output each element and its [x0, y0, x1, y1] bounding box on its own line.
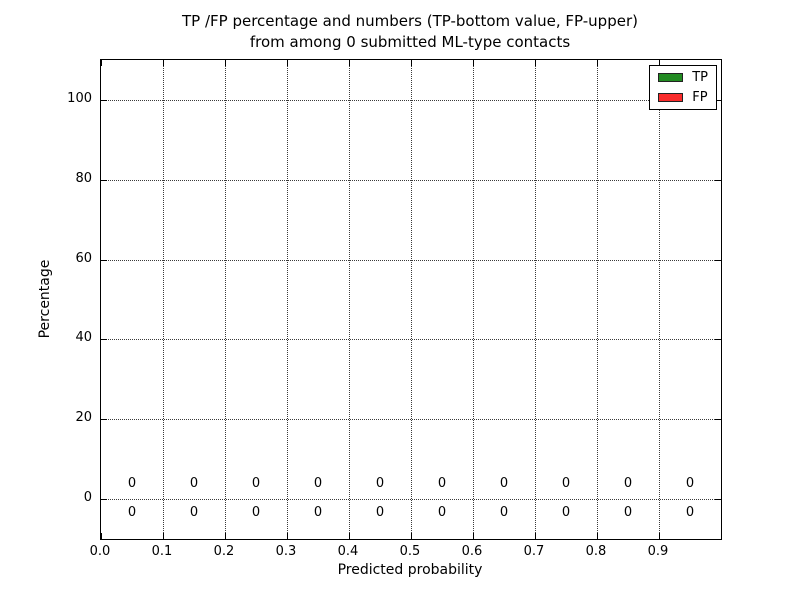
- fp-count-label: 0: [499, 475, 509, 491]
- vertical-gridline: [659, 60, 660, 539]
- x-tick-mark: [101, 533, 102, 539]
- fp-count-label: 0: [375, 475, 385, 491]
- x-tick-mark: [287, 60, 288, 66]
- x-tick-label: 0.6: [461, 544, 483, 559]
- x-tick-mark: [597, 533, 598, 539]
- x-tick-mark: [411, 533, 412, 539]
- x-tick-mark: [535, 533, 536, 539]
- tp-count-label: 0: [437, 505, 447, 521]
- x-tick-mark: [411, 60, 412, 66]
- y-tick-mark: [715, 99, 721, 101]
- tp-count-label: 0: [375, 505, 385, 521]
- fp-count-label: 0: [623, 475, 633, 491]
- y-tick-label: 100: [67, 90, 92, 106]
- y-tick-mark: [715, 259, 721, 261]
- x-tick-label: 0.2: [213, 544, 235, 559]
- y-tick-label: 0: [83, 490, 92, 506]
- x-axis-label: Predicted probability: [337, 562, 483, 578]
- vertical-gridline: [163, 60, 164, 539]
- fp-count-label: 0: [127, 475, 137, 491]
- tp-count-label: 0: [499, 505, 509, 521]
- plot-area: TP FP 0 0 0 0 0 0 0 0 0 0 0 0 0 0 0 0 0 0 0 0: [100, 59, 722, 540]
- y-tick-label: 60: [75, 250, 92, 266]
- fp-legend-label: FP: [692, 90, 708, 105]
- x-tick-mark: [349, 60, 350, 66]
- tp-legend-label: TP: [692, 70, 708, 85]
- y-tick-mark: [715, 179, 721, 181]
- vertical-gridline: [287, 60, 288, 539]
- x-tick-mark: [535, 60, 536, 66]
- vertical-gridline: [225, 60, 226, 539]
- x-tick-label: 0.1: [151, 544, 173, 559]
- fp-count-label: 0: [437, 475, 447, 491]
- fp-count-label: 0: [313, 475, 323, 491]
- y-tick-label: 20: [75, 410, 92, 426]
- y-tick-label: 80: [75, 170, 92, 186]
- vertical-gridline: [473, 60, 474, 539]
- x-tick-label: 0.8: [585, 544, 607, 559]
- chart-title-line1: TP /FP percentage and numbers (TP-bottom…: [182, 12, 638, 30]
- x-tick-mark: [597, 60, 598, 66]
- x-tick-mark: [225, 533, 226, 539]
- x-tick-mark: [349, 533, 350, 539]
- fp-count-label: 0: [251, 475, 261, 491]
- y-tick-mark: [715, 339, 721, 341]
- tp-count-label: 0: [127, 505, 137, 521]
- x-tick-label: 0.4: [337, 544, 359, 559]
- legend: TP FP: [649, 65, 717, 110]
- x-tick-label: 0.0: [89, 544, 111, 559]
- y-tick-mark: [101, 259, 107, 261]
- x-tick-mark: [473, 533, 474, 539]
- vertical-gridline: [411, 60, 412, 539]
- x-tick-mark: [659, 533, 660, 539]
- chart-title-line2: from among 0 submitted ML-type contacts: [249, 33, 571, 51]
- y-tick-mark: [101, 419, 107, 421]
- y-tick-label: 40: [75, 330, 92, 346]
- x-tick-mark: [287, 533, 288, 539]
- x-tick-mark: [101, 60, 102, 66]
- y-axis-label: Percentage: [37, 259, 53, 339]
- tp-count-label: 0: [561, 505, 571, 521]
- x-tick-mark: [473, 60, 474, 66]
- fp-count-label: 0: [189, 475, 199, 491]
- y-tick-mark: [101, 179, 107, 181]
- x-tick-label: 0.7: [523, 544, 545, 559]
- legend-item-tp: TP: [658, 71, 708, 84]
- y-tick-mark: [715, 499, 721, 501]
- tp-count-label: 0: [313, 505, 323, 521]
- fp-count-label: 0: [685, 475, 695, 491]
- x-tick-label: 0.3: [275, 544, 297, 559]
- x-tick-label: 0.9: [647, 544, 669, 559]
- tp-count-label: 0: [623, 505, 633, 521]
- vertical-gridline: [349, 60, 350, 539]
- tp-count-label: 0: [251, 505, 261, 521]
- x-tick-mark: [225, 60, 226, 66]
- y-tick-mark: [101, 339, 107, 341]
- x-tick-mark: [163, 533, 164, 539]
- x-tick-mark: [163, 60, 164, 66]
- vertical-gridline: [597, 60, 598, 539]
- tp-count-label: 0: [189, 505, 199, 521]
- y-tick-mark: [101, 99, 107, 101]
- fp-count-label: 0: [561, 475, 571, 491]
- y-tick-mark: [715, 419, 721, 421]
- tp-legend-swatch: [658, 73, 684, 82]
- y-tick-mark: [101, 499, 107, 501]
- vertical-gridline: [535, 60, 536, 539]
- tp-count-label: 0: [685, 505, 695, 521]
- chart-title: TP /FP percentage and numbers (TP-bottom…: [100, 11, 720, 53]
- fp-legend-swatch: [658, 93, 684, 102]
- legend-item-fp: FP: [658, 91, 708, 104]
- x-tick-label: 0.5: [399, 544, 421, 559]
- x-tick-mark: [659, 60, 660, 66]
